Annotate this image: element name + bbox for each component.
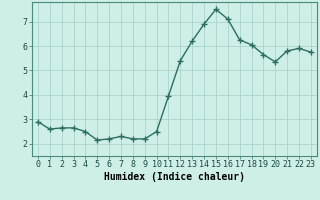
X-axis label: Humidex (Indice chaleur): Humidex (Indice chaleur) xyxy=(104,172,245,182)
